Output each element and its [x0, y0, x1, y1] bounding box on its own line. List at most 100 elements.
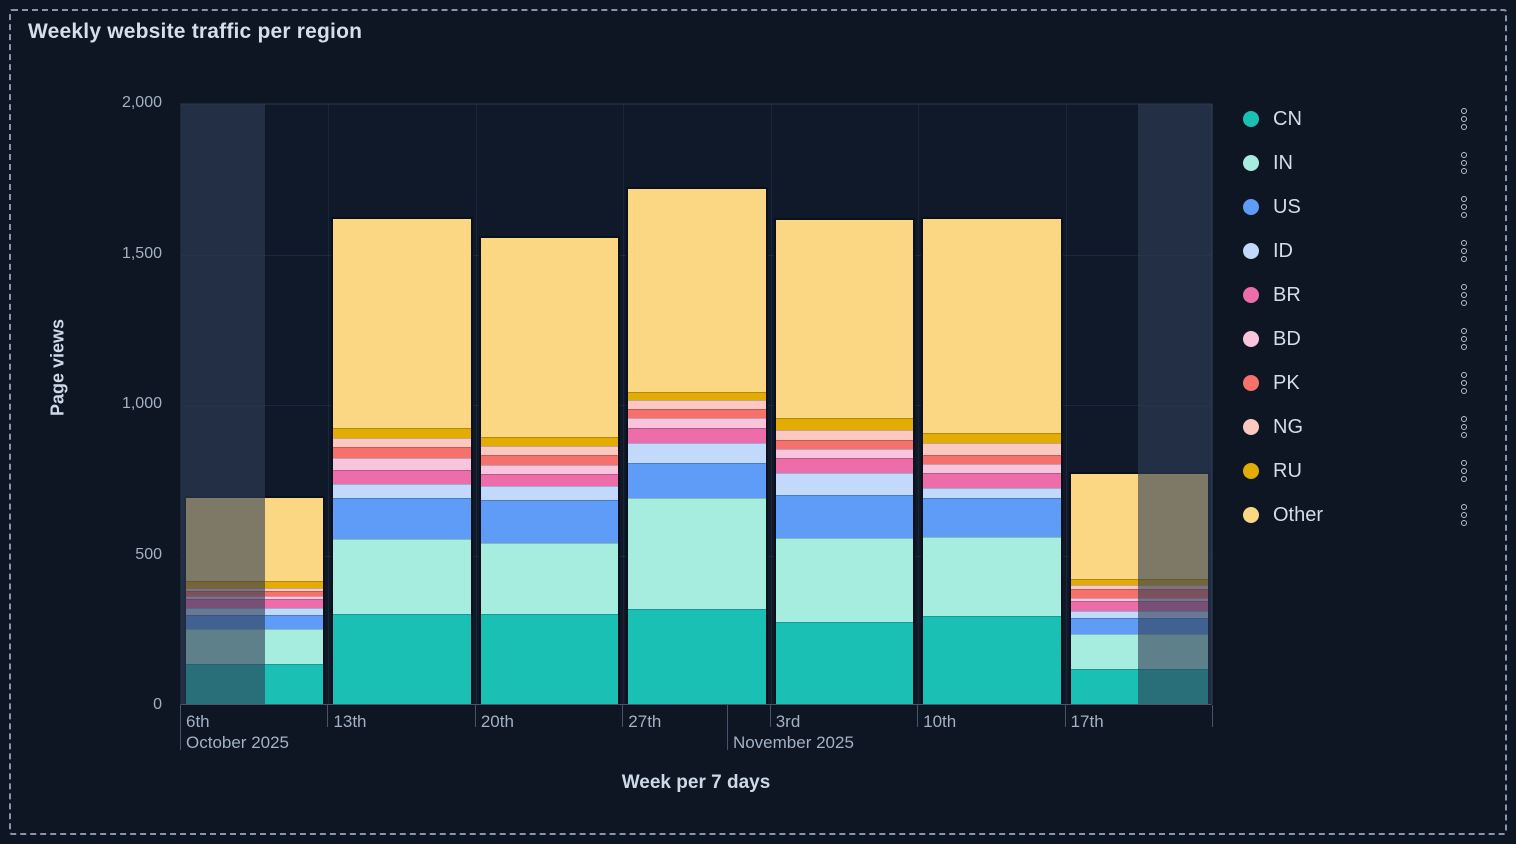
- bar-segment-ID-6th[interactable]: [186, 608, 324, 615]
- bar-segment-ID-27th[interactable]: [628, 443, 766, 463]
- legend-menu-kebab-icon-NG[interactable]: [1461, 415, 1467, 439]
- legend-menu-kebab-icon-Other[interactable]: [1461, 503, 1467, 527]
- legend-label-CN[interactable]: CN: [1273, 107, 1302, 130]
- bar-segment-IN-20th[interactable]: [480, 542, 619, 614]
- bar-week-3rd[interactable]: [773, 217, 916, 704]
- bar-segment-CN-27th[interactable]: [628, 608, 766, 704]
- bar-segment-US-20th[interactable]: [480, 499, 619, 543]
- bar-segment-Other-6th[interactable]: [186, 497, 324, 581]
- bar-segment-BR-6th[interactable]: [186, 598, 324, 608]
- bar-segment-US-3rd[interactable]: [775, 495, 914, 539]
- bar-segment-RU-10th[interactable]: [923, 433, 1061, 444]
- legend-menu-kebab-icon-BD[interactable]: [1461, 327, 1467, 351]
- bar-week-27th[interactable]: [626, 187, 768, 704]
- bar-segment-CN-10th[interactable]: [923, 615, 1061, 704]
- bar-segment-RU-17th[interactable]: [1070, 578, 1208, 586]
- bar-segment-NG-20th[interactable]: [480, 445, 619, 456]
- bar-segment-BR-13th[interactable]: [333, 469, 471, 484]
- legend-label-BR[interactable]: BR: [1273, 283, 1301, 306]
- legend-label-NG[interactable]: NG: [1273, 415, 1303, 438]
- bar-segment-BD-27th[interactable]: [628, 418, 766, 429]
- bar-segment-IN-10th[interactable]: [923, 536, 1061, 616]
- legend-item-NG[interactable]: NG: [1243, 415, 1469, 439]
- bar-week-13th[interactable]: [331, 217, 473, 704]
- bar-segment-PK-3rd[interactable]: [775, 439, 914, 449]
- bar-segment-NG-13th[interactable]: [333, 437, 471, 448]
- legend-label-US[interactable]: US: [1273, 195, 1301, 218]
- bar-segment-PK-20th[interactable]: [480, 455, 619, 466]
- bar-week-20th[interactable]: [478, 235, 621, 704]
- bar-segment-RU-13th[interactable]: [333, 427, 471, 438]
- legend-menu-kebab-icon-RU[interactable]: [1461, 459, 1467, 483]
- bar-week-10th[interactable]: [921, 217, 1063, 704]
- bar-segment-PK-27th[interactable]: [628, 409, 766, 419]
- bar-segment-ID-20th[interactable]: [480, 485, 619, 500]
- bar-segment-IN-13th[interactable]: [333, 539, 471, 614]
- legend-menu-kebab-icon-CN[interactable]: [1461, 107, 1467, 131]
- legend-item-BD[interactable]: BD: [1243, 327, 1469, 351]
- legend-label-BD[interactable]: BD: [1273, 327, 1301, 350]
- legend-label-Other[interactable]: Other: [1273, 503, 1324, 526]
- bar-week-6th[interactable]: [184, 495, 326, 704]
- bar-segment-ID-10th[interactable]: [923, 487, 1061, 498]
- bar-segment-Other-13th[interactable]: [333, 219, 471, 428]
- legend-menu-kebab-icon-US[interactable]: [1461, 195, 1467, 219]
- bar-segment-US-6th[interactable]: [186, 614, 324, 630]
- legend-menu-kebab-icon-PK[interactable]: [1461, 371, 1467, 395]
- bar-segment-Other-3rd[interactable]: [775, 219, 914, 419]
- bar-segment-BR-20th[interactable]: [480, 474, 619, 486]
- bar-segment-CN-20th[interactable]: [480, 613, 619, 704]
- legend-label-IN[interactable]: IN: [1273, 151, 1293, 174]
- bar-segment-IN-27th[interactable]: [628, 497, 766, 609]
- bar-segment-BD-3rd[interactable]: [775, 448, 914, 458]
- bar-segment-CN-6th[interactable]: [186, 663, 324, 704]
- bar-segment-BD-13th[interactable]: [333, 457, 471, 470]
- legend-item-RU[interactable]: RU: [1243, 459, 1469, 483]
- legend-item-ID[interactable]: ID: [1243, 239, 1469, 263]
- bar-segment-BD-20th[interactable]: [480, 465, 619, 475]
- bar-segment-ID-17th[interactable]: [1070, 611, 1208, 619]
- bar-segment-PK-13th[interactable]: [333, 447, 471, 458]
- bar-segment-BR-27th[interactable]: [628, 428, 766, 444]
- legend-item-IN[interactable]: IN: [1243, 151, 1469, 175]
- bar-segment-RU-6th[interactable]: [186, 580, 324, 588]
- bar-segment-NG-10th[interactable]: [923, 443, 1061, 455]
- bar-segment-US-27th[interactable]: [628, 462, 766, 498]
- legend-menu-kebab-icon-BR[interactable]: [1461, 283, 1467, 307]
- bar-segment-CN-13th[interactable]: [333, 613, 471, 704]
- bar-segment-BR-17th[interactable]: [1070, 601, 1208, 612]
- legend-item-Other[interactable]: Other: [1243, 503, 1469, 527]
- legend-item-PK[interactable]: PK: [1243, 371, 1469, 395]
- plot-area[interactable]: [180, 103, 1213, 705]
- bar-segment-IN-17th[interactable]: [1070, 634, 1208, 670]
- bar-segment-ID-3rd[interactable]: [775, 473, 914, 496]
- bar-segment-PK-17th[interactable]: [1070, 589, 1208, 599]
- bar-segment-ID-13th[interactable]: [333, 483, 471, 499]
- legend-label-ID[interactable]: ID: [1273, 239, 1293, 262]
- bar-segment-US-17th[interactable]: [1070, 618, 1208, 635]
- legend-menu-kebab-icon-IN[interactable]: [1461, 151, 1467, 175]
- legend-label-PK[interactable]: PK: [1273, 371, 1300, 394]
- legend-item-CN[interactable]: CN: [1243, 107, 1469, 131]
- bar-week-17th[interactable]: [1068, 471, 1210, 704]
- bar-segment-CN-3rd[interactable]: [775, 621, 914, 704]
- bar-segment-Other-17th[interactable]: [1070, 473, 1208, 579]
- bar-segment-CN-17th[interactable]: [1070, 669, 1208, 704]
- bar-segment-US-10th[interactable]: [923, 497, 1061, 537]
- bar-segment-BR-3rd[interactable]: [775, 457, 914, 474]
- bar-segment-IN-6th[interactable]: [186, 629, 324, 664]
- bar-segment-Other-10th[interactable]: [923, 219, 1061, 434]
- bar-segment-NG-27th[interactable]: [628, 400, 766, 410]
- bar-segment-NG-3rd[interactable]: [775, 429, 914, 440]
- legend-item-US[interactable]: US: [1243, 195, 1469, 219]
- bar-segment-Other-20th[interactable]: [480, 237, 619, 438]
- legend-item-BR[interactable]: BR: [1243, 283, 1469, 307]
- bar-segment-US-13th[interactable]: [333, 498, 471, 540]
- bar-segment-Other-27th[interactable]: [628, 189, 766, 392]
- bar-segment-RU-27th[interactable]: [628, 391, 766, 401]
- legend-label-RU[interactable]: RU: [1273, 459, 1302, 482]
- bar-segment-RU-3rd[interactable]: [775, 418, 914, 430]
- legend-menu-kebab-icon-ID[interactable]: [1461, 239, 1467, 263]
- bar-segment-RU-20th[interactable]: [480, 437, 619, 446]
- bar-segment-PK-10th[interactable]: [923, 454, 1061, 465]
